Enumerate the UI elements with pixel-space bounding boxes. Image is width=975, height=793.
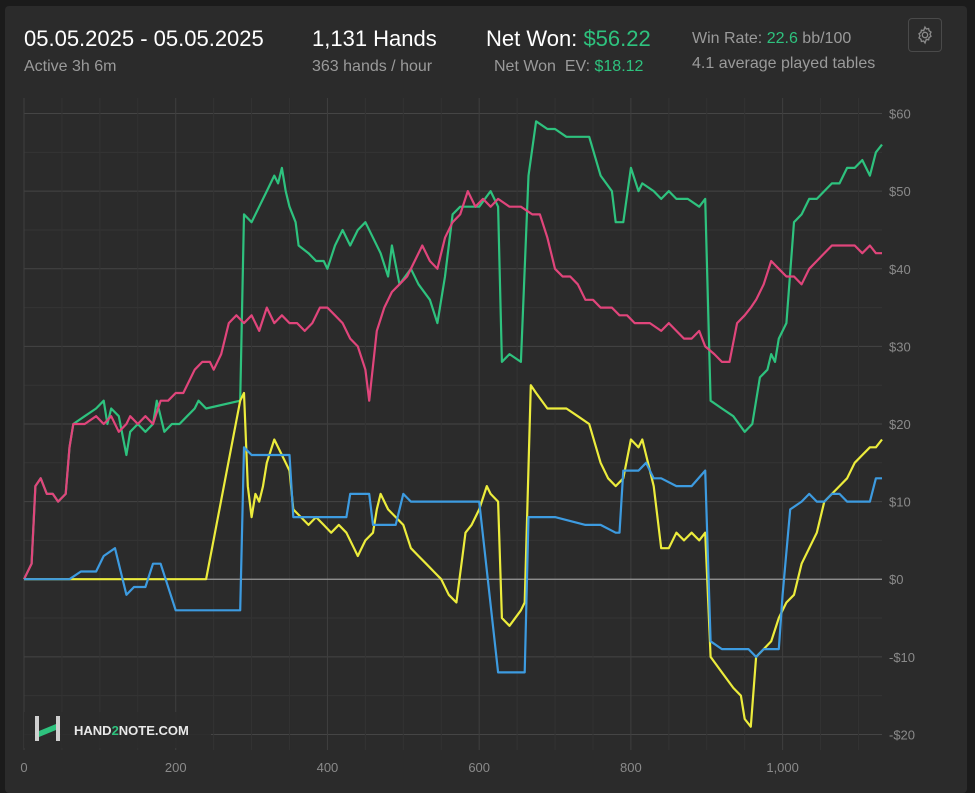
avg-tables: 4.1 average played tables: [692, 55, 876, 72]
x-tick-label: 1,000: [766, 760, 799, 775]
y-tick-label: $0: [889, 572, 903, 587]
series-line-1: [23, 190, 882, 580]
win-rate-label: Win Rate:: [692, 30, 763, 47]
watermark-text: HAND2NOTE.COM: [74, 723, 189, 738]
hands-count: 1,131 Hands: [312, 26, 437, 51]
y-tick-label: $60: [889, 107, 911, 122]
net-won: Net Won: $56.22: [486, 26, 651, 52]
gear-icon: [918, 25, 932, 45]
x-tick-label: 600: [468, 760, 490, 775]
x-tick-label: 400: [317, 760, 339, 775]
active-time: Active 3h 6m: [24, 58, 117, 75]
net-won-value: $56.22: [583, 26, 651, 51]
series-line-3: [24, 446, 882, 674]
hand2note-logo-icon: [35, 716, 60, 741]
win-rate-value: 22.6: [766, 30, 798, 47]
win-rate: Win Rate: 22.6 bb/100: [692, 30, 851, 48]
net-won-ev: Net Won EV: $18.12: [494, 58, 643, 76]
y-tick-label: -$10: [889, 650, 915, 665]
net-won-ev-label: Net Won EV:: [494, 58, 591, 75]
settings-button[interactable]: [908, 18, 942, 52]
y-tick-label: $50: [889, 184, 911, 199]
y-tick-label: $40: [889, 262, 911, 277]
x-tick-label: 800: [620, 760, 642, 775]
series-line-2: [24, 384, 883, 728]
x-tick-label: 0: [20, 760, 27, 775]
graph-panel: [5, 6, 967, 793]
y-tick-label: $20: [889, 417, 911, 432]
x-tick-label: 200: [165, 760, 187, 775]
y-tick-label: $10: [889, 495, 911, 510]
y-tick-label: -$20: [889, 727, 915, 742]
net-won-ev-value: $18.12: [594, 58, 644, 75]
series-line-0: [23, 120, 883, 580]
y-tick-label: $30: [889, 339, 911, 354]
hand2note-watermark: HAND2NOTE.COM: [24, 712, 211, 748]
net-won-label: Net Won:: [486, 26, 578, 51]
hands-per-hour: 363 hands / hour: [312, 58, 433, 75]
date-range: 05.05.2025 - 05.05.2025: [24, 26, 264, 51]
win-rate-unit: bb/100: [802, 30, 852, 47]
